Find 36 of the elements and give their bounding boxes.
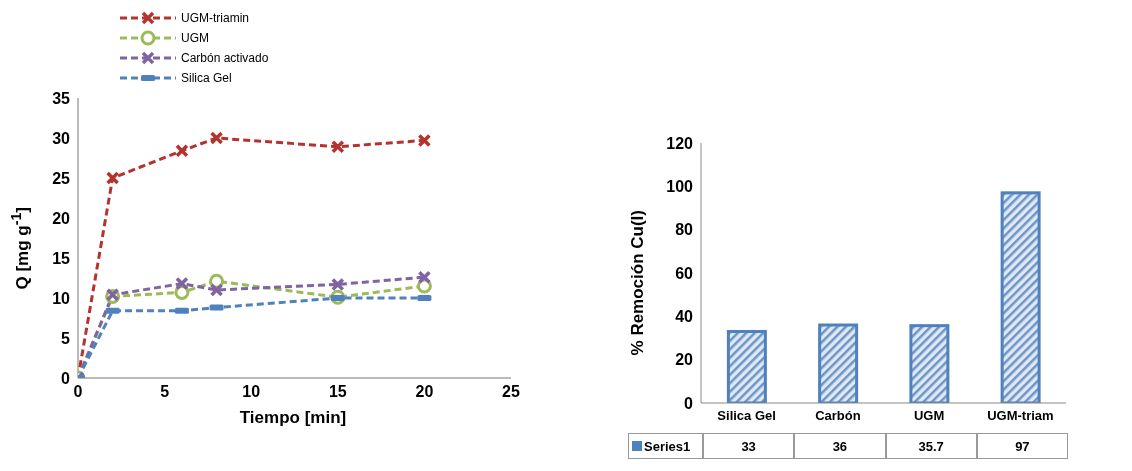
- y-tick-label: 0: [684, 394, 694, 412]
- y-tick-label: 80: [675, 221, 694, 239]
- y-tick-label: 25: [52, 169, 71, 187]
- y-tick-label: 5: [61, 329, 71, 347]
- legend-label: Carbón activado: [181, 51, 269, 65]
- data-label: 35.7: [885, 433, 977, 459]
- y-tick-label: 40: [675, 308, 694, 326]
- y-axis-title: % Remoción Cu(I): [628, 210, 648, 356]
- y-tick-label: 30: [52, 129, 71, 147]
- text: Series1: [628, 433, 703, 459]
- data-label: 33: [703, 433, 795, 459]
- x-tick-label: 10: [242, 383, 261, 401]
- legend-label: UGM-triamin: [181, 11, 249, 25]
- y-tick-label: 35: [52, 89, 71, 107]
- data-label: 97: [976, 433, 1068, 459]
- x-tick-label: 0: [73, 383, 83, 401]
- x-tick-label: 25: [502, 383, 520, 401]
- y-tick-label: 120: [666, 134, 694, 152]
- x-axis-title: Tiempo [min]: [238, 408, 348, 428]
- x-tick-label: UGM-triam: [987, 408, 1054, 424]
- x-tick-label: Silica Gel: [717, 408, 776, 424]
- y-tick-label: 10: [52, 289, 71, 307]
- y-tick-label: 20: [675, 351, 694, 369]
- legend-label: Silica Gel: [181, 71, 232, 85]
- y-tick-label: 15: [52, 249, 71, 267]
- y-tick-label: 100: [666, 178, 694, 196]
- y-tick-label: 20: [52, 209, 71, 227]
- x-tick-label: 20: [415, 383, 434, 401]
- x-tick-label: UGM: [913, 408, 945, 424]
- data-label: 36: [794, 433, 886, 459]
- y-tick-label: 60: [675, 264, 694, 282]
- x-tick-label: Carbón: [815, 408, 861, 424]
- x-tick-label: 15: [328, 383, 347, 401]
- y-tick-label: 0: [61, 369, 71, 387]
- x-tick-label: 5: [160, 383, 170, 401]
- legend-label: UGM: [181, 31, 209, 45]
